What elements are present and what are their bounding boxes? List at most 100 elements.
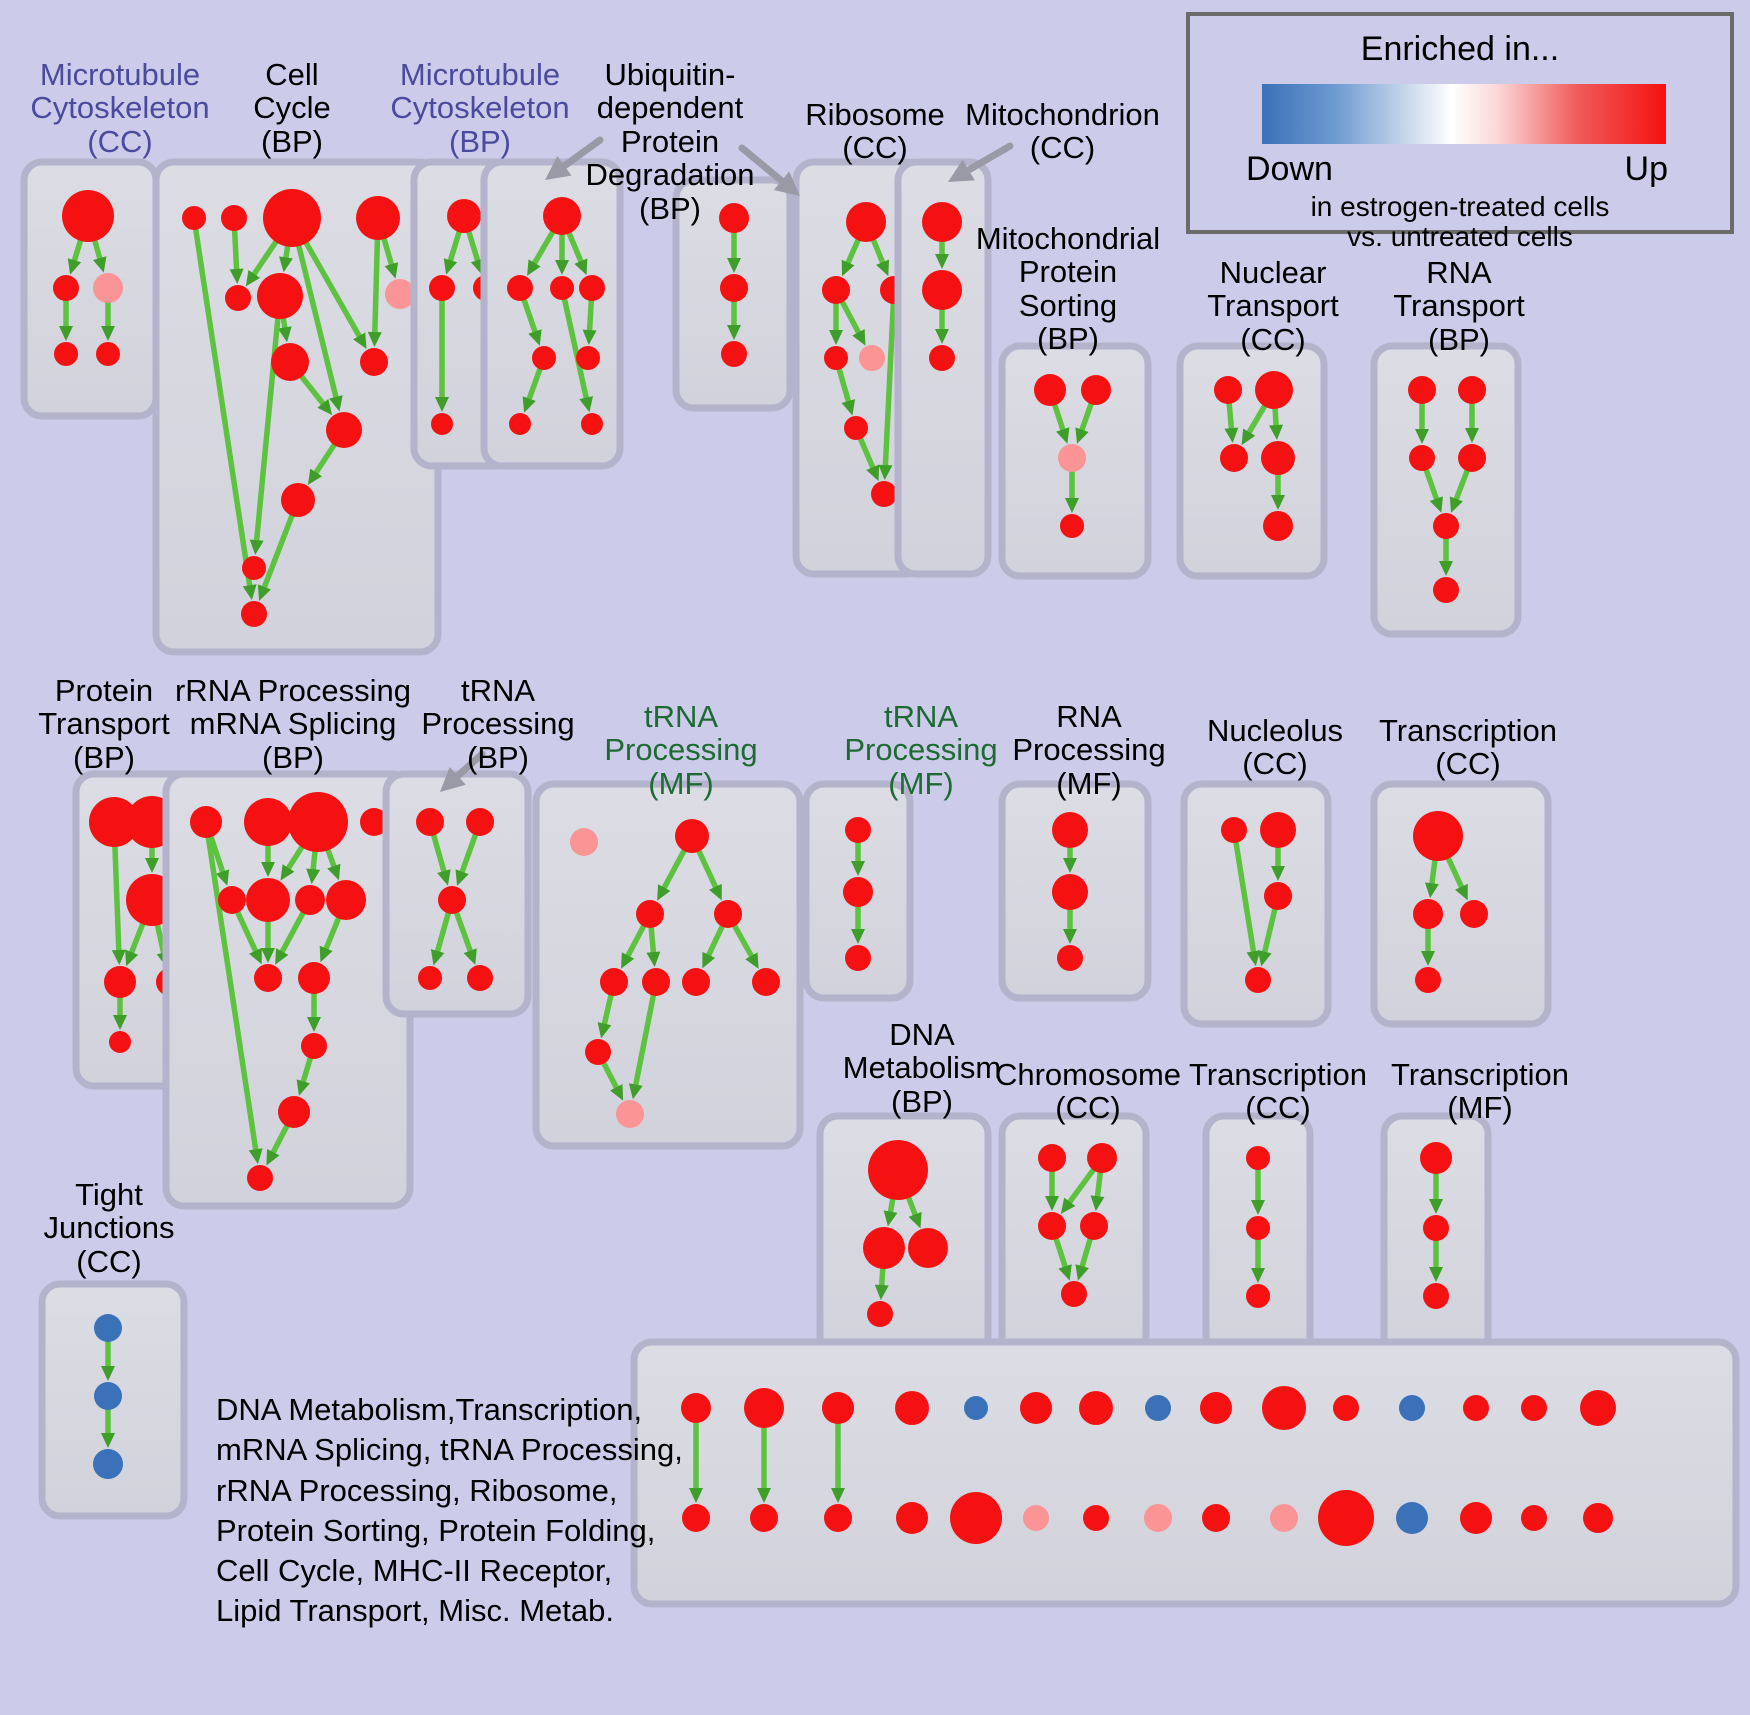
go-term-node[interactable] xyxy=(964,1396,988,1420)
go-term-node[interactable] xyxy=(1260,812,1296,848)
go-term-node[interactable] xyxy=(509,413,531,435)
go-term-node[interactable] xyxy=(1058,444,1086,472)
go-term-node[interactable] xyxy=(225,285,251,311)
go-term-node[interactable] xyxy=(1245,967,1271,993)
go-term-node[interactable] xyxy=(360,808,388,836)
go-term-node[interactable] xyxy=(1408,376,1436,404)
go-term-node[interactable] xyxy=(616,1100,644,1128)
go-term-node[interactable] xyxy=(1220,444,1248,472)
go-term-node[interactable] xyxy=(1409,445,1435,471)
go-term-node[interactable] xyxy=(543,197,581,235)
go-term-node[interactable] xyxy=(682,968,710,996)
go-term-node[interactable] xyxy=(1521,1505,1547,1531)
go-term-node[interactable] xyxy=(326,880,366,920)
go-term-node[interactable] xyxy=(1263,511,1293,541)
go-term-node[interactable] xyxy=(385,279,415,309)
go-term-node[interactable] xyxy=(1200,1392,1232,1424)
go-term-node[interactable] xyxy=(1262,1386,1306,1430)
go-term-node[interactable] xyxy=(218,886,246,914)
go-term-node[interactable] xyxy=(1255,371,1293,409)
go-term-node[interactable] xyxy=(1080,1212,1108,1240)
go-term-node[interactable] xyxy=(845,945,871,971)
go-term-node[interactable] xyxy=(714,900,742,928)
go-term-node[interactable] xyxy=(1246,1146,1270,1170)
go-term-node[interactable] xyxy=(241,601,267,627)
go-term-node[interactable] xyxy=(466,808,494,836)
go-term-node[interactable] xyxy=(326,412,362,448)
go-term-node[interactable] xyxy=(1463,1395,1489,1421)
go-term-node[interactable] xyxy=(360,348,388,376)
go-term-node[interactable] xyxy=(1460,900,1488,928)
go-term-node[interactable] xyxy=(301,1033,327,1059)
go-term-node[interactable] xyxy=(863,1227,905,1269)
go-term-node[interactable] xyxy=(281,483,315,517)
go-term-node[interactable] xyxy=(1333,1395,1359,1421)
go-term-node[interactable] xyxy=(54,342,78,366)
go-term-node[interactable] xyxy=(1083,1505,1109,1531)
go-term-node[interactable] xyxy=(1052,812,1088,848)
go-term-node[interactable] xyxy=(1413,899,1443,929)
go-term-node[interactable] xyxy=(96,342,120,366)
go-term-node[interactable] xyxy=(550,276,574,300)
go-term-node[interactable] xyxy=(263,189,321,247)
go-term-node[interactable] xyxy=(1423,1215,1449,1241)
go-term-node[interactable] xyxy=(1433,513,1459,539)
go-term-node[interactable] xyxy=(720,274,748,302)
go-term-node[interactable] xyxy=(1079,1391,1113,1425)
go-term-node[interactable] xyxy=(719,203,749,233)
go-term-node[interactable] xyxy=(1221,817,1247,843)
go-term-node[interactable] xyxy=(908,1228,948,1268)
go-term-node[interactable] xyxy=(278,1096,310,1128)
go-term-node[interactable] xyxy=(298,962,330,994)
go-term-node[interactable] xyxy=(922,270,962,310)
go-term-node[interactable] xyxy=(675,819,709,853)
go-term-node[interactable] xyxy=(1202,1504,1230,1532)
go-term-node[interactable] xyxy=(62,190,114,242)
go-term-node[interactable] xyxy=(843,877,873,907)
go-term-node[interactable] xyxy=(429,275,455,301)
go-term-node[interactable] xyxy=(859,345,885,371)
go-term-node[interactable] xyxy=(581,413,603,435)
go-term-node[interactable] xyxy=(53,275,79,301)
go-term-node[interactable] xyxy=(752,968,780,996)
go-term-node[interactable] xyxy=(868,1140,928,1200)
go-term-node[interactable] xyxy=(1580,1390,1616,1426)
go-term-node[interactable] xyxy=(1144,1504,1172,1532)
go-term-node[interactable] xyxy=(288,792,348,852)
go-term-node[interactable] xyxy=(109,1031,131,1053)
go-term-node[interactable] xyxy=(1583,1503,1613,1533)
go-term-node[interactable] xyxy=(895,1391,929,1425)
go-term-node[interactable] xyxy=(1052,874,1088,910)
go-term-node[interactable] xyxy=(190,806,222,838)
go-term-node[interactable] xyxy=(600,968,628,996)
go-term-node[interactable] xyxy=(844,416,868,440)
go-term-node[interactable] xyxy=(1460,1502,1492,1534)
go-term-node[interactable] xyxy=(1264,882,1292,910)
go-term-node[interactable] xyxy=(1396,1502,1428,1534)
go-term-node[interactable] xyxy=(93,273,123,303)
go-term-node[interactable] xyxy=(1458,376,1486,404)
go-term-node[interactable] xyxy=(824,346,848,370)
go-term-node[interactable] xyxy=(507,275,533,301)
go-term-node[interactable] xyxy=(896,1502,928,1534)
go-term-node[interactable] xyxy=(1415,967,1441,993)
go-term-node[interactable] xyxy=(570,828,598,856)
go-term-node[interactable] xyxy=(824,1504,852,1532)
go-term-node[interactable] xyxy=(1433,577,1459,603)
go-term-node[interactable] xyxy=(1214,376,1242,404)
go-term-node[interactable] xyxy=(1270,1504,1298,1532)
go-term-node[interactable] xyxy=(846,202,886,242)
go-term-node[interactable] xyxy=(750,1504,778,1532)
go-term-node[interactable] xyxy=(254,964,282,992)
go-term-node[interactable] xyxy=(1057,945,1083,971)
go-term-node[interactable] xyxy=(1261,441,1295,475)
go-term-node[interactable] xyxy=(431,413,453,435)
go-term-node[interactable] xyxy=(1023,1505,1049,1531)
go-term-node[interactable] xyxy=(1145,1395,1171,1421)
go-term-node[interactable] xyxy=(1413,811,1463,861)
go-term-node[interactable] xyxy=(1060,514,1084,538)
go-term-node[interactable] xyxy=(244,798,292,846)
go-term-node[interactable] xyxy=(1521,1395,1547,1421)
go-term-node[interactable] xyxy=(845,817,871,843)
go-term-node[interactable] xyxy=(1399,1395,1425,1421)
